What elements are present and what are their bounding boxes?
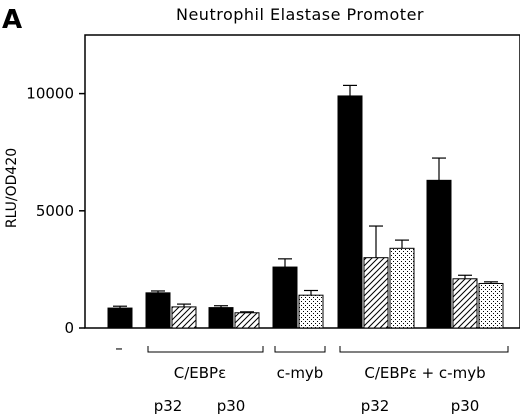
category-label: – — [115, 339, 123, 357]
chart-title: Neutrophil Elastase Promoter — [176, 5, 424, 24]
y-tick-label: 0 — [64, 319, 74, 337]
panel-label: A — [2, 5, 22, 35]
bar-hatched — [363, 257, 389, 329]
y-axis-ticks: 0 5000 10000 — [26, 85, 85, 337]
bars — [107, 84, 504, 329]
category-labels: – C/EBPε p32 p30 c-myb C/EBPε + c-myb p32 p30 — [115, 339, 509, 415]
bar-hatched — [171, 306, 197, 329]
bar-solid — [272, 266, 298, 329]
bar-dotted — [478, 282, 504, 329]
bar-solid — [337, 95, 363, 329]
bar-solid — [208, 307, 234, 329]
bar-dotted — [298, 294, 324, 329]
category-label: c-myb — [277, 364, 324, 382]
bar-dotted — [389, 247, 415, 329]
category-label: p32 — [361, 397, 390, 415]
group-bracket — [147, 346, 264, 353]
category-label: C/EBPε + c-myb — [364, 364, 485, 382]
bar-solid — [145, 292, 171, 329]
bar-hatched — [234, 312, 260, 329]
bar-solid — [107, 307, 133, 329]
category-label: p32 — [154, 397, 183, 415]
group-bracket — [339, 346, 509, 353]
category-label: p30 — [451, 397, 480, 415]
y-tick-label: 5000 — [36, 202, 74, 220]
bar-hatched — [452, 278, 478, 329]
y-axis-label: RLU/OD420 — [4, 148, 20, 228]
y-tick-label: 10000 — [26, 85, 74, 103]
group-bracket — [274, 346, 326, 353]
bar-solid — [426, 179, 452, 329]
category-label: p30 — [217, 397, 246, 415]
category-label: C/EBPε — [174, 364, 226, 382]
